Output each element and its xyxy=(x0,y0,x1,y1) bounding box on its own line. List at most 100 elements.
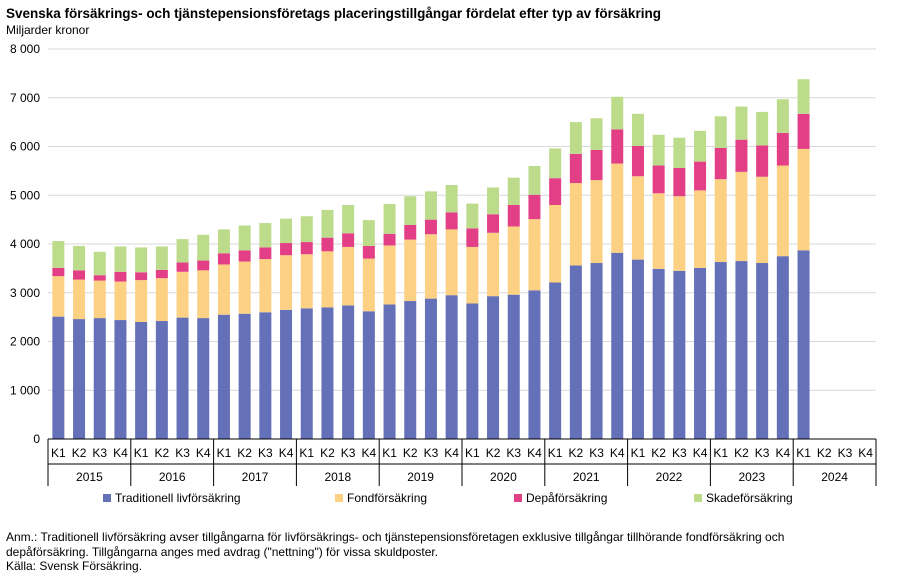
bar-segment-2 xyxy=(342,246,355,306)
bar-segment-2 xyxy=(631,176,644,260)
bar-segment-4 xyxy=(611,96,624,130)
bar-segment-3 xyxy=(528,194,541,220)
chart-notes: Anm.: Traditionell livförsäkring avser t… xyxy=(6,530,886,574)
bar-segment-2 xyxy=(714,179,727,263)
bar-segment-3 xyxy=(797,113,810,149)
bar-segment-2 xyxy=(466,246,479,304)
bar-segment-3 xyxy=(52,267,65,277)
note-line-1: Anm.: Traditionell livförsäkring avser t… xyxy=(6,530,785,544)
x-tick-year-label: 2017 xyxy=(242,470,269,484)
x-tick-quarter-label: K3 xyxy=(672,446,687,460)
bar-segment-3 xyxy=(362,245,375,259)
x-tick-quarter-label: K2 xyxy=(155,446,170,460)
bar-segment-2 xyxy=(217,264,230,315)
x-tick-year-label: 2015 xyxy=(76,470,103,484)
y-tick-label: 3 000 xyxy=(10,286,40,300)
legend-label-4: Skadeförsäkring xyxy=(706,491,793,505)
source-line: Källa: Svensk Försäkring. xyxy=(6,559,143,573)
bar-segment-3 xyxy=(569,153,582,184)
x-tick-quarter-label: K2 xyxy=(237,446,252,460)
bar-segment-1 xyxy=(528,290,541,439)
x-tick-quarter-label: K1 xyxy=(713,446,728,460)
legend-swatch-1 xyxy=(103,494,111,502)
x-tick-year-label: 2021 xyxy=(573,470,600,484)
bar-segment-1 xyxy=(238,313,251,439)
bar-segment-4 xyxy=(756,111,769,146)
bar-segment-1 xyxy=(694,267,707,439)
bar-segment-2 xyxy=(404,239,417,302)
bar-segment-2 xyxy=(694,190,707,268)
bar-segment-4 xyxy=(797,79,810,114)
bar-segment-4 xyxy=(528,166,541,195)
x-tick-quarter-label: K3 xyxy=(506,446,521,460)
bar-segment-2 xyxy=(590,180,603,264)
bar-segment-3 xyxy=(445,212,458,230)
bar-segment-3 xyxy=(155,269,168,279)
bar-segment-3 xyxy=(176,262,189,272)
x-tick-quarter-label: K4 xyxy=(693,446,708,460)
bar-segment-4 xyxy=(197,234,210,261)
bar-segment-1 xyxy=(466,303,479,439)
x-tick-quarter-label: K2 xyxy=(734,446,749,460)
bar-segment-1 xyxy=(217,314,230,439)
bar-segment-2 xyxy=(652,193,665,269)
x-tick-quarter-label: K3 xyxy=(258,446,273,460)
bar-segment-2 xyxy=(114,281,127,321)
bar-segment-1 xyxy=(487,296,500,439)
bar-segment-1 xyxy=(73,319,86,439)
bar-segment-4 xyxy=(424,191,437,220)
bar-segment-2 xyxy=(549,205,562,283)
bar-segment-4 xyxy=(466,203,479,229)
y-tick-label: 4 000 xyxy=(10,237,40,251)
y-tick-label: 7 000 xyxy=(10,91,40,105)
bar-segment-2 xyxy=(735,171,748,262)
bar-segment-4 xyxy=(776,99,789,133)
legend-swatch-4 xyxy=(694,494,702,502)
bar-segment-3 xyxy=(776,132,789,166)
y-tick-label: 0 xyxy=(33,432,40,446)
bar-segment-3 xyxy=(466,228,479,247)
x-tick-quarter-label: K3 xyxy=(92,446,107,460)
bar-segment-3 xyxy=(714,147,727,180)
bar-segment-4 xyxy=(507,177,520,205)
bar-segment-1 xyxy=(797,250,810,439)
bar-segment-1 xyxy=(776,256,789,439)
x-tick-year-label: 2016 xyxy=(159,470,186,484)
bar-segment-4 xyxy=(259,223,272,248)
bar-segment-4 xyxy=(404,196,417,225)
x-tick-quarter-label: K1 xyxy=(548,446,563,460)
bar-segment-2 xyxy=(424,234,437,299)
x-tick-quarter-label: K3 xyxy=(175,446,190,460)
bar-segment-3 xyxy=(73,270,86,280)
x-tick-quarter-label: K1 xyxy=(631,446,646,460)
bar-segment-1 xyxy=(114,320,127,439)
bar-segment-2 xyxy=(176,271,189,318)
bar-segment-1 xyxy=(197,318,210,439)
y-tick-label: 2 000 xyxy=(10,335,40,349)
bar-segment-4 xyxy=(217,229,230,254)
bar-segment-1 xyxy=(673,270,686,439)
bar-segment-3 xyxy=(300,242,313,255)
bar-segment-3 xyxy=(735,139,748,172)
x-tick-year-label: 2020 xyxy=(490,470,517,484)
bar-segment-1 xyxy=(259,312,272,439)
bar-segment-2 xyxy=(487,232,500,297)
bar-segment-1 xyxy=(300,308,313,439)
bar-segment-2 xyxy=(259,259,272,313)
y-tick-label: 5 000 xyxy=(10,188,40,202)
x-tick-quarter-label: K3 xyxy=(341,446,356,460)
bar-segment-4 xyxy=(93,251,106,276)
bar-segment-4 xyxy=(321,209,334,238)
bar-segment-1 xyxy=(383,304,396,439)
x-tick-quarter-label: K4 xyxy=(527,446,542,460)
bar-segment-4 xyxy=(73,245,86,271)
bar-segment-1 xyxy=(590,263,603,439)
x-tick-quarter-label: K4 xyxy=(610,446,625,460)
x-tick-quarter-label: K2 xyxy=(569,446,584,460)
x-tick-quarter-label: K2 xyxy=(403,446,418,460)
bar-segment-4 xyxy=(735,106,748,140)
bar-segment-4 xyxy=(487,187,500,215)
bar-segment-4 xyxy=(652,134,665,166)
x-tick-quarter-label: K3 xyxy=(838,446,853,460)
x-tick-quarter-label: K1 xyxy=(796,446,811,460)
